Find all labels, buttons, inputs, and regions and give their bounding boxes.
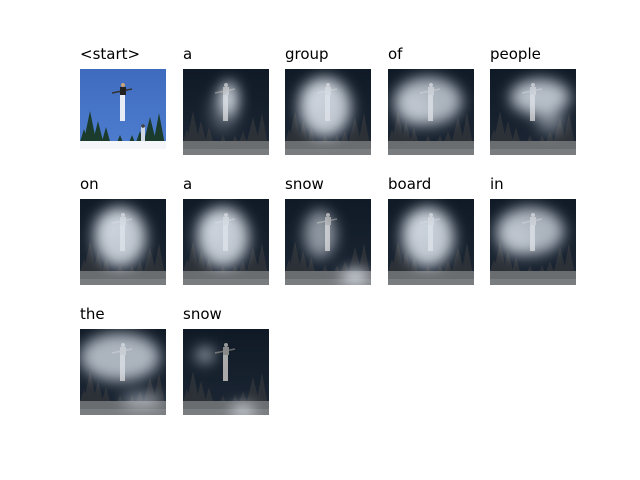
attention-map-image [183,329,269,415]
attention-map-image [80,199,166,285]
caption-word: a [183,175,193,193]
attention-map-image [490,199,576,285]
caption-word: <start> [80,45,141,63]
caption-word: group [285,45,329,63]
caption-word: the [80,305,105,323]
caption-word: of [388,45,403,63]
attention-map-image [285,69,371,155]
attention-map-image [490,69,576,155]
caption-word: on [80,175,99,193]
caption-word: board [388,175,432,193]
caption-word: people [490,45,541,63]
attention-map-image [183,69,269,155]
caption-word: a [183,45,193,63]
attention-map-image [388,199,474,285]
caption-word: in [490,175,504,193]
attention-map-image [183,199,269,285]
attention-map-image [80,329,166,415]
caption-word: snow [183,305,222,323]
attention-map-image [388,69,474,155]
source-image [80,69,166,155]
attention-map-image [285,199,371,285]
caption-word: snow [285,175,324,193]
